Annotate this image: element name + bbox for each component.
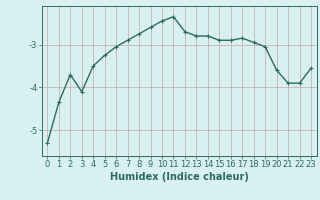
X-axis label: Humidex (Indice chaleur): Humidex (Indice chaleur) bbox=[110, 172, 249, 182]
